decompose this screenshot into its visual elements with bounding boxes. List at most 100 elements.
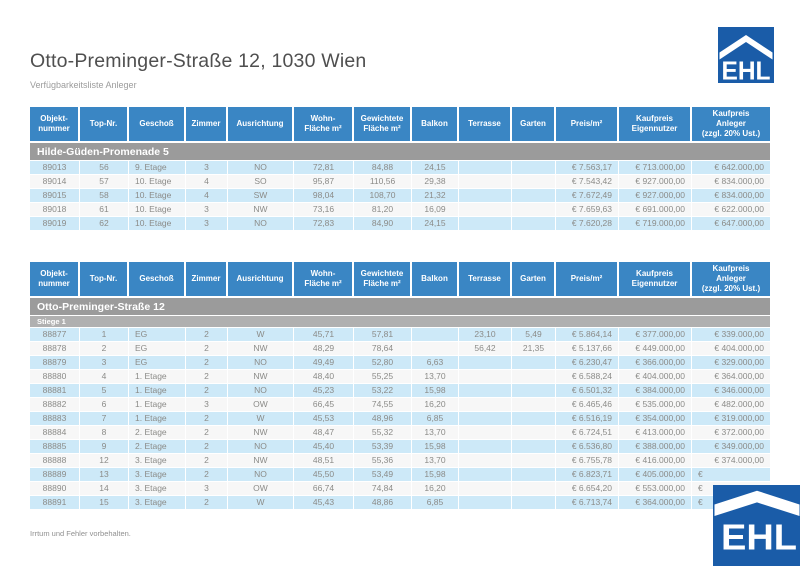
table-row: 88879 3 EG 2 NO 49,49 52,80 6,63 € 6.230,47 € 366… bbox=[30, 356, 770, 370]
cell-zimmer: 2 bbox=[186, 412, 228, 426]
cell-preis-m2: € 6.501,32 bbox=[556, 384, 619, 398]
cell-garten bbox=[512, 356, 556, 370]
cell-kaufpreis-anleger: € 372.000,00 bbox=[692, 426, 770, 440]
cell-wohnflaeche: 72,81 bbox=[294, 161, 354, 175]
column-header-kaufpreis-anleger: Kaufpreis Anleger (zzgl. 20% Ust.) bbox=[692, 262, 770, 298]
cell-preis-m2: € 6.588,24 bbox=[556, 370, 619, 384]
cell-garten bbox=[512, 482, 556, 496]
cell-terrasse bbox=[459, 370, 512, 384]
column-header-ausrichtung: Ausrichtung bbox=[228, 262, 294, 298]
cell-kaufpreis-eigennutzer: € 354.000,00 bbox=[619, 412, 692, 426]
cell-geschoss: 2. Etage bbox=[129, 426, 186, 440]
column-header-kaufpreis-anleger: Kaufpreis Anleger (zzgl. 20% Ust.) bbox=[692, 107, 770, 143]
cell-balkon: 16,20 bbox=[412, 482, 459, 496]
table-row: 89014 57 10. Etage 4 SO 95,87 110,56 29,38 € 7.5… bbox=[30, 175, 770, 189]
cell-kaufpreis-anleger: € 642.000,00 bbox=[692, 161, 770, 175]
cell-objektnummer: 88882 bbox=[30, 398, 80, 412]
cell-balkon: 6,85 bbox=[412, 412, 459, 426]
cell-zimmer: 2 bbox=[186, 426, 228, 440]
cell-kaufpreis-anleger: € 364.000,00 bbox=[692, 370, 770, 384]
cell-preis-m2: € 6.755,78 bbox=[556, 454, 619, 468]
cell-zimmer: 4 bbox=[186, 175, 228, 189]
cell-kaufpreis-anleger: € 349.000,00 bbox=[692, 440, 770, 454]
cell-balkon: 15,98 bbox=[412, 440, 459, 454]
column-header-objektnummer: Objekt- nummer bbox=[30, 107, 80, 143]
column-header-garten: Garten bbox=[512, 262, 556, 298]
cell-gewichtete-flaeche: 110,56 bbox=[354, 175, 412, 189]
cell-balkon: 29,38 bbox=[412, 175, 459, 189]
cell-garten: 21,35 bbox=[512, 342, 556, 356]
cell-ausrichtung: NO bbox=[228, 217, 294, 231]
cell-garten bbox=[512, 161, 556, 175]
cell-geschoss: 3. Etage bbox=[129, 482, 186, 496]
cell-preis-m2: € 6.516,19 bbox=[556, 412, 619, 426]
cell-kaufpreis-eigennutzer: € 416.000,00 bbox=[619, 454, 692, 468]
table-row: 88885 9 2. Etage 2 NO 45,40 53,39 15,98 € 6.536,… bbox=[30, 440, 770, 454]
cell-preis-m2: € 6.823,71 bbox=[556, 468, 619, 482]
cell-kaufpreis-anleger: € 339.000,00 bbox=[692, 328, 770, 342]
cell-wohnflaeche: 45,40 bbox=[294, 440, 354, 454]
cell-objektnummer: 88889 bbox=[30, 468, 80, 482]
column-header-zimmer: Zimmer bbox=[186, 107, 228, 143]
cell-geschoss: 2. Etage bbox=[129, 440, 186, 454]
cell-ausrichtung: NW bbox=[228, 426, 294, 440]
cell-objektnummer: 88885 bbox=[30, 440, 80, 454]
cell-preis-m2: € 5.864,14 bbox=[556, 328, 619, 342]
cell-wohnflaeche: 66,45 bbox=[294, 398, 354, 412]
cell-objektnummer: 89019 bbox=[30, 217, 80, 231]
cell-top-nr: 56 bbox=[80, 161, 129, 175]
cell-objektnummer: 89013 bbox=[30, 161, 80, 175]
cell-kaufpreis-eigennutzer: € 384.000,00 bbox=[619, 384, 692, 398]
column-header-balkon: Balkon bbox=[412, 262, 459, 298]
cell-balkon: 6,85 bbox=[412, 496, 459, 510]
cell-garten bbox=[512, 384, 556, 398]
cell-objektnummer: 88888 bbox=[30, 454, 80, 468]
column-header-wohnflaeche: Wohn- Fläche m² bbox=[294, 107, 354, 143]
cell-geschoss: 3. Etage bbox=[129, 468, 186, 482]
cell-objektnummer: 88878 bbox=[30, 342, 80, 356]
cell-objektnummer: 88881 bbox=[30, 384, 80, 398]
cell-garten bbox=[512, 412, 556, 426]
cell-ausrichtung: NO bbox=[228, 161, 294, 175]
cell-balkon: 15,98 bbox=[412, 384, 459, 398]
cell-ausrichtung: NW bbox=[228, 203, 294, 217]
cell-gewichtete-flaeche: 53,49 bbox=[354, 468, 412, 482]
cell-top-nr: 2 bbox=[80, 342, 129, 356]
cell-top-nr: 62 bbox=[80, 217, 129, 231]
cell-kaufpreis-eigennutzer: € 404.000,00 bbox=[619, 370, 692, 384]
cell-terrasse bbox=[459, 412, 512, 426]
cell-preis-m2: € 7.672,49 bbox=[556, 189, 619, 203]
table-row: 89013 56 9. Etage 3 NO 72,81 84,88 24,15 € 7.563… bbox=[30, 161, 770, 175]
cell-top-nr: 9 bbox=[80, 440, 129, 454]
cell-top-nr: 8 bbox=[80, 426, 129, 440]
section-title: Hilde-Güden-Promenade 5 bbox=[30, 143, 770, 161]
column-header-balkon: Balkon bbox=[412, 107, 459, 143]
cell-top-nr: 7 bbox=[80, 412, 129, 426]
cell-preis-m2: € 5.137,66 bbox=[556, 342, 619, 356]
cell-geschoss: 9. Etage bbox=[129, 161, 186, 175]
cell-ausrichtung: SW bbox=[228, 189, 294, 203]
cell-terrasse bbox=[459, 217, 512, 231]
ehl-logo-bottom: EHL bbox=[713, 485, 800, 566]
cell-wohnflaeche: 49,49 bbox=[294, 356, 354, 370]
cell-preis-m2: € 7.563,17 bbox=[556, 161, 619, 175]
cell-kaufpreis-eigennutzer: € 719.000,00 bbox=[619, 217, 692, 231]
cell-garten bbox=[512, 426, 556, 440]
cell-preis-m2: € 6.713,74 bbox=[556, 496, 619, 510]
column-header-top-nr: Top-Nr. bbox=[80, 262, 129, 298]
cell-objektnummer: 89014 bbox=[30, 175, 80, 189]
table-row: 89015 58 10. Etage 4 SW 98,04 108,70 21,32 € 7.6… bbox=[30, 189, 770, 203]
column-header-terrasse: Terrasse bbox=[459, 107, 512, 143]
column-header-geschoss: Geschoß bbox=[129, 107, 186, 143]
cell-gewichtete-flaeche: 55,36 bbox=[354, 454, 412, 468]
cell-ausrichtung: NW bbox=[228, 342, 294, 356]
cell-balkon: 16,09 bbox=[412, 203, 459, 217]
cell-gewichtete-flaeche: 57,81 bbox=[354, 328, 412, 342]
table-row: 88878 2 EG 2 NW 48,29 78,64 56,42 21,35 € 5.137,6… bbox=[30, 342, 770, 356]
cell-terrasse bbox=[459, 203, 512, 217]
cell-wohnflaeche: 48,47 bbox=[294, 426, 354, 440]
cell-wohnflaeche: 45,23 bbox=[294, 384, 354, 398]
cell-geschoss: 10. Etage bbox=[129, 175, 186, 189]
logo-letters: EHL bbox=[722, 56, 771, 84]
